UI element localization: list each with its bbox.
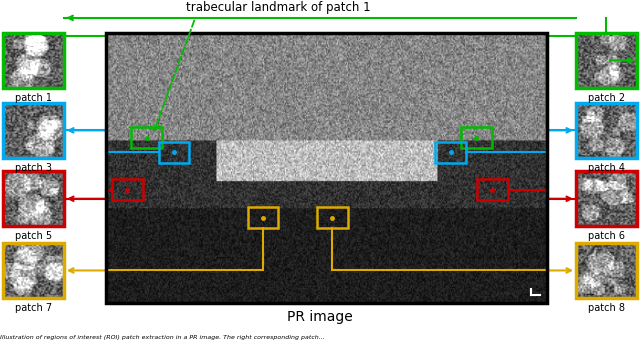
Text: patch 5: patch 5 <box>15 231 52 241</box>
Bar <box>131 127 162 148</box>
Bar <box>317 207 348 228</box>
Text: patch 1: patch 1 <box>15 93 52 103</box>
Bar <box>461 127 492 148</box>
Bar <box>159 142 189 163</box>
Bar <box>477 179 508 200</box>
Bar <box>3 243 64 298</box>
Bar <box>576 33 637 88</box>
Bar <box>576 171 637 226</box>
Text: PR image: PR image <box>287 310 353 324</box>
Text: patch 2: patch 2 <box>588 93 625 103</box>
Text: patch 8: patch 8 <box>588 303 625 313</box>
Text: patch 7: patch 7 <box>15 303 52 313</box>
Bar <box>435 142 466 163</box>
Bar <box>3 103 64 158</box>
Text: trabecular landmark of patch 1: trabecular landmark of patch 1 <box>186 1 371 14</box>
Bar <box>112 179 143 200</box>
Bar <box>106 33 547 303</box>
Bar <box>248 207 278 228</box>
Text: patch 6: patch 6 <box>588 231 625 241</box>
Bar <box>3 171 64 226</box>
Bar <box>576 103 637 158</box>
Bar <box>576 243 637 298</box>
Bar <box>3 33 64 88</box>
Text: patch 4: patch 4 <box>588 163 625 173</box>
Text: Illustration of regions of interest (ROI) patch extraction in a PR image. The ri: Illustration of regions of interest (ROI… <box>0 334 324 340</box>
Text: patch 3: patch 3 <box>15 163 52 173</box>
